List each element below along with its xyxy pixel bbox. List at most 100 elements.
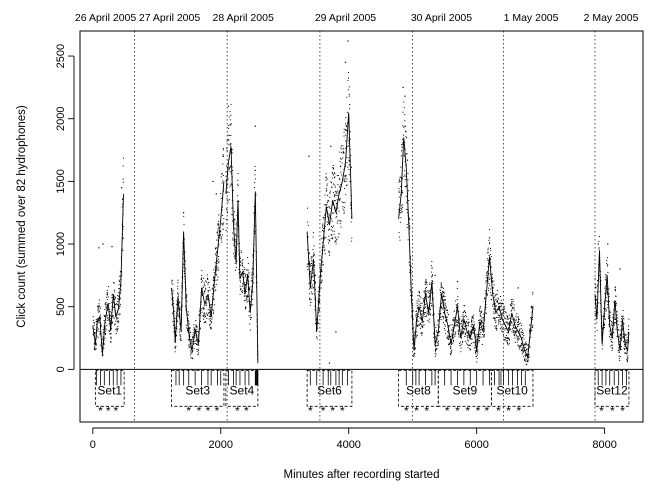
data-point <box>99 306 101 308</box>
data-point <box>247 282 249 284</box>
data-point <box>510 324 512 326</box>
data-point <box>502 309 504 311</box>
data-point <box>93 324 95 326</box>
data-point <box>623 334 625 336</box>
data-point <box>421 322 423 323</box>
data-point <box>412 305 414 307</box>
data-point <box>511 301 513 303</box>
data-point <box>497 290 498 291</box>
data-point <box>522 348 524 350</box>
data-point <box>412 318 414 320</box>
data-point <box>512 301 514 303</box>
data-point <box>322 217 324 218</box>
data-point <box>308 155 310 157</box>
data-point <box>313 261 315 263</box>
data-point <box>117 317 119 319</box>
data-point <box>433 325 435 326</box>
data-point <box>316 338 318 340</box>
data-point <box>325 177 327 179</box>
data-point <box>507 342 508 344</box>
data-point <box>444 302 446 304</box>
data-point <box>484 328 485 330</box>
data-point <box>179 306 181 308</box>
data-point <box>200 301 202 303</box>
data-point <box>454 334 456 336</box>
data-point <box>457 306 458 308</box>
data-point <box>521 334 523 336</box>
data-point <box>120 272 122 274</box>
data-point <box>596 303 598 305</box>
data-point <box>220 237 222 239</box>
data-point <box>102 338 104 340</box>
data-point <box>188 336 190 337</box>
data-point <box>110 323 112 325</box>
data-point <box>178 316 180 318</box>
data-point <box>610 339 612 341</box>
data-point <box>495 298 497 300</box>
data-point <box>203 308 205 310</box>
data-point <box>320 270 322 272</box>
data-point <box>222 149 224 151</box>
data-point <box>100 342 102 344</box>
scatter-points <box>306 40 353 364</box>
data-point <box>460 334 462 336</box>
data-point <box>606 260 608 262</box>
data-point <box>242 273 244 275</box>
data-point <box>237 212 239 213</box>
data-point <box>512 298 514 300</box>
data-point <box>321 256 323 258</box>
data-point <box>434 337 436 339</box>
data-point <box>324 253 326 255</box>
data-point <box>181 305 183 307</box>
data-point <box>327 213 329 215</box>
data-point <box>115 304 117 306</box>
data-point <box>463 328 465 330</box>
data-point <box>196 325 198 327</box>
data-point <box>414 338 415 340</box>
data-point <box>429 313 431 315</box>
data-point <box>491 276 493 278</box>
data-point <box>122 181 124 183</box>
data-point <box>103 327 105 329</box>
data-point <box>171 297 173 299</box>
data-point <box>410 272 412 274</box>
data-point <box>348 86 350 88</box>
data-point <box>407 159 409 161</box>
data-point <box>312 259 314 261</box>
data-point <box>332 173 333 175</box>
data-point <box>613 301 615 303</box>
data-point <box>344 165 346 167</box>
data-point <box>490 266 492 268</box>
data-point <box>613 319 615 320</box>
data-point <box>216 267 218 269</box>
data-point <box>321 280 323 282</box>
data-point <box>118 305 120 307</box>
data-point <box>471 317 473 319</box>
data-point <box>122 213 124 215</box>
data-point <box>626 360 628 362</box>
data-point <box>343 207 345 209</box>
data-point <box>454 325 456 327</box>
data-point <box>114 298 116 300</box>
data-point <box>458 319 460 321</box>
data-point <box>425 290 427 292</box>
data-point <box>469 331 471 333</box>
data-point <box>181 286 183 288</box>
data-point <box>177 292 179 294</box>
data-point <box>328 250 330 252</box>
data-point <box>323 237 325 239</box>
data-point <box>238 228 240 230</box>
data-point <box>457 306 459 308</box>
data-point <box>207 282 209 283</box>
data-point <box>469 334 471 336</box>
data-point <box>482 336 484 338</box>
data-point <box>471 327 473 329</box>
data-point <box>439 326 441 328</box>
data-point <box>599 274 601 276</box>
data-point <box>110 312 112 314</box>
data-point <box>334 194 336 196</box>
data-point <box>187 322 189 324</box>
data-point <box>228 127 229 129</box>
data-point <box>348 145 349 147</box>
data-point <box>508 327 509 329</box>
